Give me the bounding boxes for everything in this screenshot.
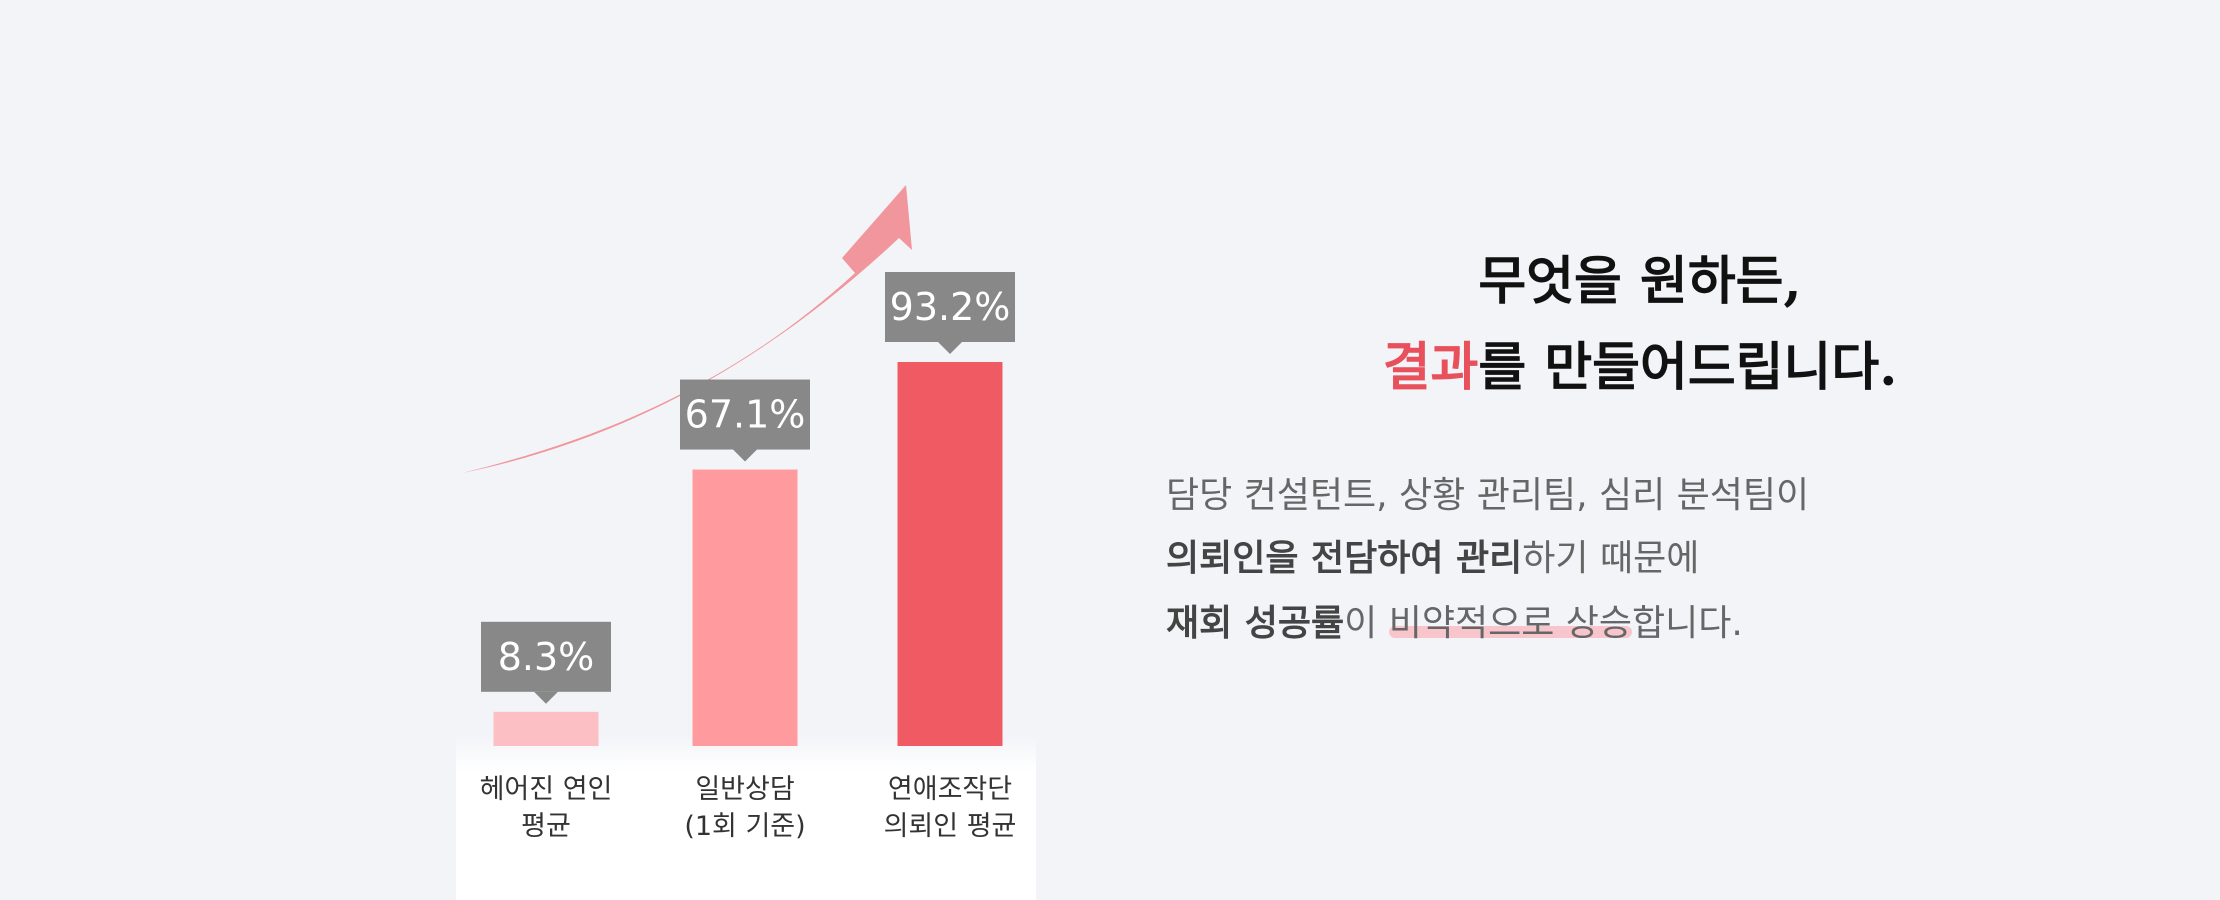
description-bold-1: 의뢰인을 전담하여 관리 [1166,538,1523,579]
description-line-1: 담당 컨설턴트, 상황 관리팀, 심리 분석팀이 [1166,475,1810,516]
value-label-1: 8.3% [498,635,595,679]
headline-rest: 를 만들어드립니다. [1478,337,1898,398]
description-mid-3: 이 [1344,603,1389,644]
description-bold-2: 재회 성공률 [1166,603,1345,644]
value-badge-2: 67.1% [680,379,810,462]
category-label-3: 연애조작단 의뢰인 평균 [883,774,1017,842]
bar-2 [692,469,798,746]
value-label-3: 93.2% [890,285,1011,329]
description-rest-2: 하기 때문에 [1522,538,1700,579]
value-label-2: 67.1% [685,393,806,437]
description-line-2: 의뢰인을 전담하여 관리하기 때문에 [1166,534,1699,584]
description-line-3: 재회 성공률이 비약적으로 상승합니다. [1166,599,1743,649]
chart-base-panel [456,735,1036,900]
value-badge-1: 8.3% [481,621,611,704]
category-label-2: 일반상담 (1회 기준) [684,774,806,842]
highlighted-phrase: 비약적으로 상승 [1388,603,1633,644]
headline-line-2: 결과를 만들어드립니다. [1140,336,2140,400]
headline-accent: 결과 [1382,337,1479,398]
bar-3 [897,362,1003,746]
value-badge-3: 93.2% [885,272,1015,354]
description-rest-3: 합니다. [1632,603,1743,644]
bar-1 [493,711,599,746]
headline-line-1: 무엇을 원하든, [1478,251,1802,312]
category-label-1: 헤어진 연인 평균 [479,774,613,842]
